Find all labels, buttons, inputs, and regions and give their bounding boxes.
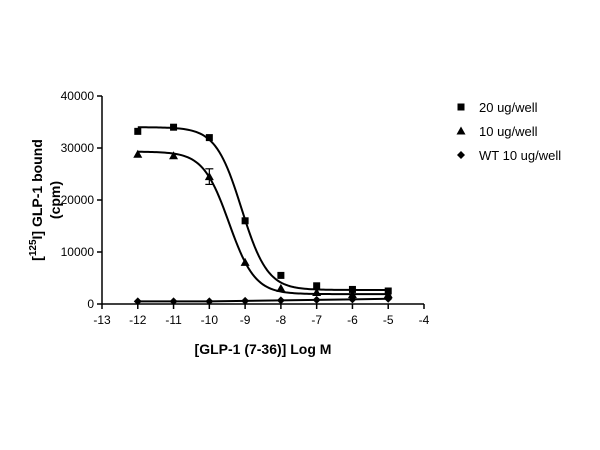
- data-point-square: [348, 285, 356, 293]
- data-point-diamond: [312, 295, 321, 304]
- data-point-triangle: [204, 172, 214, 181]
- y-axis-title: [125I] GLP-1 bound (cpm): [28, 139, 63, 261]
- data-point-square: [134, 127, 142, 135]
- data-point-square: [205, 134, 213, 142]
- x-tick-label: -12: [129, 313, 147, 327]
- x-tick-label: -13: [93, 313, 111, 327]
- data-point-triangle: [383, 290, 393, 299]
- y-axis-title-unit: (cpm): [47, 181, 63, 219]
- x-tick-label: -4: [419, 313, 430, 327]
- legend-marker-square: [457, 103, 465, 111]
- data-point-diamond: [276, 296, 285, 305]
- y-axis-title-superscript: 125: [28, 239, 39, 256]
- x-tick-label: -8: [276, 313, 287, 327]
- data-point-diamond: [384, 294, 393, 303]
- x-tick-label: -11: [165, 313, 182, 327]
- y-tick-label: 40000: [61, 89, 95, 103]
- x-ticks: -13 -12 -11 -10 -9 -8 -7 -6 -5 -4: [93, 304, 430, 327]
- x-axis-title: [GLP-1 (7-36)] Log M: [195, 341, 332, 357]
- data-point-square: [313, 282, 321, 290]
- y-tick-label: 20000: [61, 193, 95, 207]
- data-point-square: [170, 123, 178, 131]
- data-points: [133, 123, 393, 306]
- legend-label: WT 10 ug/well: [479, 148, 561, 163]
- legend-label: 10 ug/well: [479, 124, 538, 139]
- data-point-triangle: [133, 149, 143, 158]
- data-point-diamond: [133, 297, 142, 306]
- data-point-diamond: [205, 297, 214, 306]
- x-tick-label: -10: [201, 313, 219, 327]
- data-point-square: [241, 217, 249, 225]
- y-tick-label: 10000: [61, 245, 95, 259]
- y-tick-label: 0: [87, 297, 94, 311]
- data-point-diamond: [241, 296, 250, 305]
- fit-curves: [137, 126, 389, 303]
- legend-marker-triangle: [456, 126, 466, 135]
- legend-label: 20 ug/well: [479, 100, 538, 115]
- data-point-triangle: [276, 283, 286, 292]
- data-point-triangle: [347, 290, 357, 299]
- legend-marker-diamond: [457, 151, 465, 159]
- data-point-diamond: [169, 297, 178, 306]
- x-tick-label: -7: [311, 313, 322, 327]
- legend: 20 ug/well 10 ug/well WT 10 ug/well: [456, 100, 561, 163]
- fit-curve-square: [137, 126, 389, 291]
- data-point-triangle: [240, 257, 250, 266]
- data-point-triangle: [169, 151, 179, 160]
- y-ticks: 0 10000 20000 30000 40000: [61, 89, 102, 311]
- y-axis-title-prefix: [: [29, 256, 45, 261]
- fit-curve-triangle: [137, 150, 389, 296]
- y-tick-label: 30000: [61, 141, 95, 155]
- data-point-triangle: [312, 288, 322, 297]
- line-diamond: [137, 297, 389, 303]
- x-tick-label: -6: [347, 313, 358, 327]
- y-axis-title-main: I] GLP-1 bound: [29, 139, 45, 239]
- svg-text:[125I] GLP-1 bound: [125I] GLP-1 bound: [28, 139, 45, 261]
- data-point-diamond: [348, 295, 357, 304]
- data-point-square: [277, 271, 285, 279]
- x-tick-label: -9: [240, 313, 251, 327]
- x-tick-label: -5: [383, 313, 394, 327]
